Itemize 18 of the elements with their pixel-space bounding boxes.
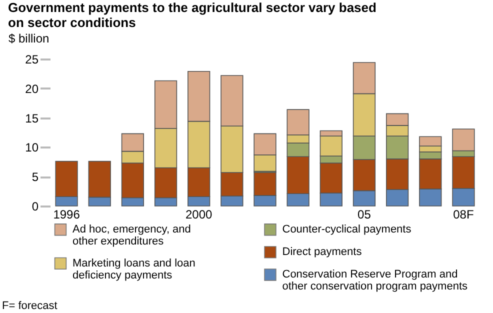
legend-label: Ad hoc, emergency, and other expenditures [72, 224, 191, 248]
x-tick-label: 05 [358, 208, 372, 222]
x-tick-label: 08F [453, 208, 474, 222]
legend-label: Direct payments [282, 246, 362, 258]
text: F= forecast [2, 300, 58, 312]
x-tick-label: 2000 [185, 208, 213, 222]
y-tick-label: 10 [25, 140, 39, 155]
y-tick-label: 0 [32, 200, 39, 214]
y-tick-label: 15 [25, 111, 39, 126]
x-tick-label: 1996 [53, 208, 80, 222]
y-tick-label: 5 [32, 170, 39, 184]
y-tick-label: 25 [25, 52, 39, 66]
y-tick-label: 20 [25, 82, 39, 96]
chart-title: Government payments to the agricultural sector vary based on sector conditions [8, 0, 377, 30]
y-axis-title: $ billion [8, 32, 50, 46]
legend-label: Conservation Reserve Program and other conservation program payments [282, 268, 468, 293]
legend-label: Counter-cyclical payments [282, 224, 412, 236]
legend-label: Marketing loans and loan deficiency payments [72, 257, 196, 282]
